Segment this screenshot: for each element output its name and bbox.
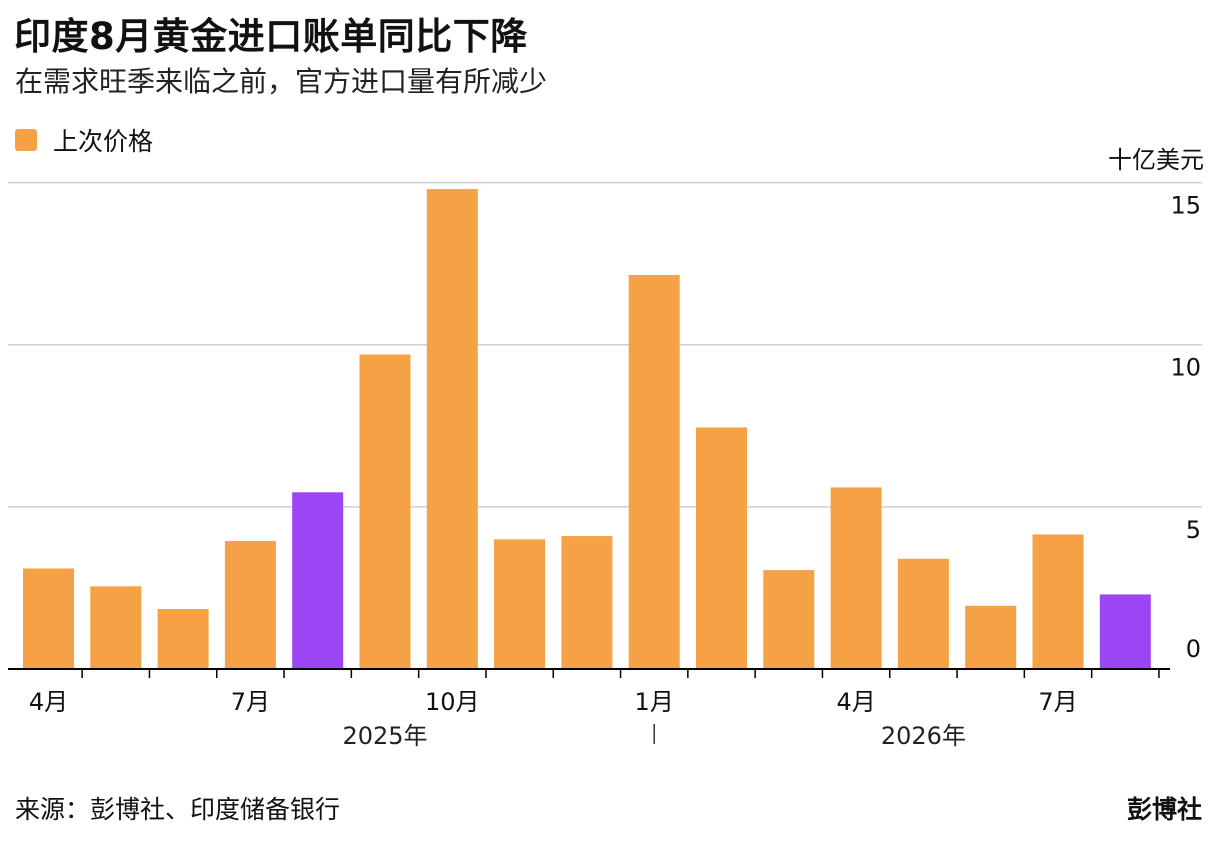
x-tick-label: 4月: [29, 688, 68, 716]
year-label: 2026年: [881, 722, 966, 750]
year-label: 2025年: [342, 722, 427, 750]
bar: [763, 570, 815, 669]
source-note: 来源：彭博社、印度储备银行: [15, 795, 341, 824]
bar: [696, 427, 747, 669]
bar: [90, 586, 142, 669]
bar: [1099, 594, 1151, 669]
y-tick-label: 15: [1170, 192, 1201, 220]
y-tick-label: 10: [1170, 354, 1201, 382]
bar: [965, 605, 1017, 669]
bar: [157, 609, 209, 669]
y-tick-label: 0: [1186, 635, 1201, 663]
bar: [1032, 534, 1084, 669]
x-tick-label: 7月: [1038, 688, 1077, 716]
bar: [561, 536, 613, 669]
x-tick-label: 10月: [425, 688, 480, 716]
bar: [628, 275, 680, 669]
x-tick-label: 7月: [231, 688, 270, 716]
chart-subtitle: 在需求旺季来临之前，官方进口量有所减少: [15, 65, 548, 98]
y-axis-unit-label: 十亿美元: [1108, 146, 1204, 174]
x-tick-label: 1月: [635, 688, 674, 716]
bar: [426, 189, 478, 669]
chart-title: 印度8月黄金进口账单同比下降: [14, 15, 528, 58]
y-tick-label: 5: [1186, 516, 1201, 544]
brand-logo-text: 彭博社: [1126, 795, 1202, 824]
bar: [224, 540, 276, 669]
bar: [23, 568, 74, 669]
bar: [494, 539, 546, 669]
legend-swatch: [15, 129, 37, 151]
bar: [359, 354, 411, 669]
legend: 上次价格: [15, 122, 153, 158]
legend-label: 上次价格: [53, 127, 154, 156]
x-tick-label: 4月: [836, 688, 875, 716]
bar: [292, 492, 344, 669]
bar: [897, 558, 949, 669]
bar: [830, 487, 882, 669]
